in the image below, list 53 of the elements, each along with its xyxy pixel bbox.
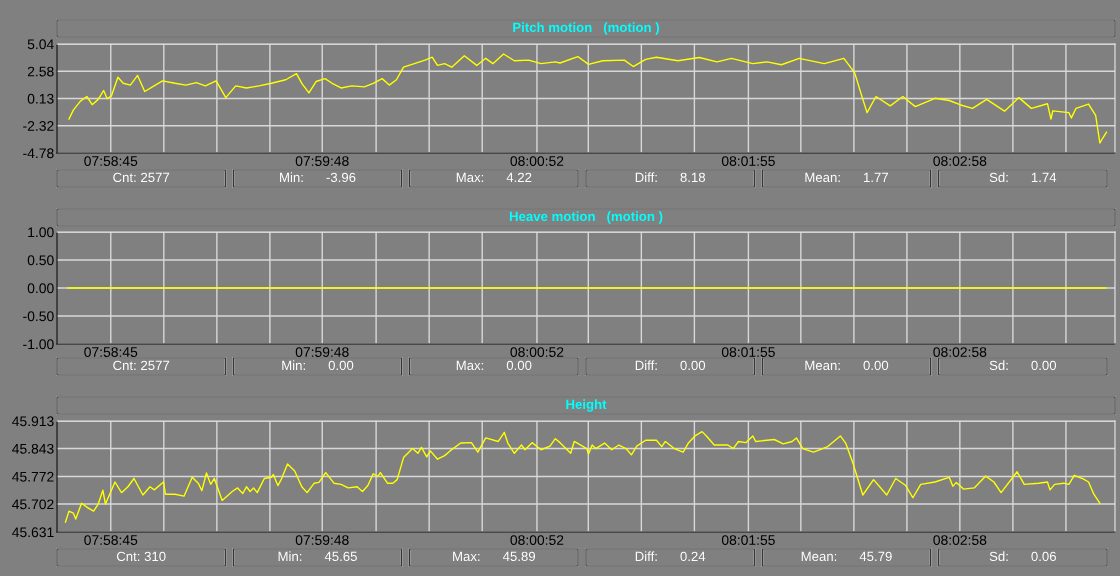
text: Mean: 1.77 — [805, 172, 889, 183]
text: Min: 0.00 — [282, 360, 354, 371]
text: Min: 45.65 — [278, 551, 357, 562]
text: Max: 4.22 — [456, 172, 532, 183]
x-tick-label: 07:58:45 — [84, 535, 138, 545]
text: Mean: 0.00 — [805, 360, 889, 371]
text: Sd: 1.74 — [989, 172, 1057, 183]
y-tick-label: 45.772 — [12, 471, 54, 482]
line-series — [68, 53, 1108, 144]
x-tick-label: 07:59:48 — [295, 535, 349, 545]
x-tick-label: 07:58:45 — [84, 347, 138, 357]
text: Cnt: 310 — [116, 551, 166, 562]
y-tick-label: 45.913 — [12, 416, 54, 427]
x-tick-label: 08:00:52 — [510, 535, 564, 545]
y-tick-label: -2.32 — [23, 121, 54, 131]
text: Max: 0.00 — [456, 360, 532, 371]
line-series — [64, 430, 1101, 523]
y-tick-label: -0.50 — [23, 311, 54, 322]
text: Min: -3.96 — [280, 172, 356, 183]
x-tick-label: 07:58:45 — [84, 156, 138, 166]
y-tick-label: -4.78 — [23, 148, 54, 159]
x-tick-label: 08:00:52 — [510, 347, 564, 357]
text: Cnt: 2577 — [113, 360, 170, 371]
y-tick-label: 45.631 — [12, 527, 54, 538]
y-tick-label: 0.50 — [27, 255, 54, 266]
x-tick-label: 08:00:52 — [510, 156, 564, 166]
text: Sd: 0.00 — [989, 360, 1057, 371]
y-tick-label: -1.00 — [23, 339, 54, 350]
x-tick-label: 08:02:58 — [933, 156, 987, 166]
x-tick-label: 08:02:58 — [933, 535, 987, 545]
x-tick-label: 08:01:55 — [721, 156, 775, 166]
y-tick-label: 0.00 — [27, 283, 54, 294]
chart-title: Pitch motion (motion ) — [513, 22, 660, 35]
chart-title: Height — [566, 399, 607, 412]
y-tick-label: 0.13 — [27, 93, 54, 104]
text: Mean: 45.79 — [801, 551, 892, 562]
x-tick-label: 07:59:48 — [295, 156, 349, 166]
x-tick-label: 08:02:58 — [933, 347, 987, 357]
text: Diff: 8.18 — [635, 172, 706, 183]
y-tick-label: 5.04 — [27, 39, 54, 50]
x-tick-label: 08:01:55 — [721, 347, 775, 357]
text: Max: 45.89 — [453, 551, 536, 562]
text: Cnt: 2577 — [113, 172, 170, 183]
y-tick-label: 45.702 — [12, 499, 54, 510]
chart-title: Heave motion (motion ) — [509, 211, 663, 224]
text: Diff: 0.24 — [635, 551, 706, 562]
x-tick-label: 07:59:48 — [295, 347, 349, 357]
y-tick-label: 2.58 — [27, 66, 54, 77]
y-tick-label: 1.00 — [28, 227, 54, 238]
text: Diff: 0.00 — [635, 360, 706, 371]
y-tick-label: 45.843 — [12, 443, 54, 454]
text: Sd: 0.06 — [989, 551, 1056, 562]
x-tick-label: 08:01:55 — [721, 535, 775, 545]
